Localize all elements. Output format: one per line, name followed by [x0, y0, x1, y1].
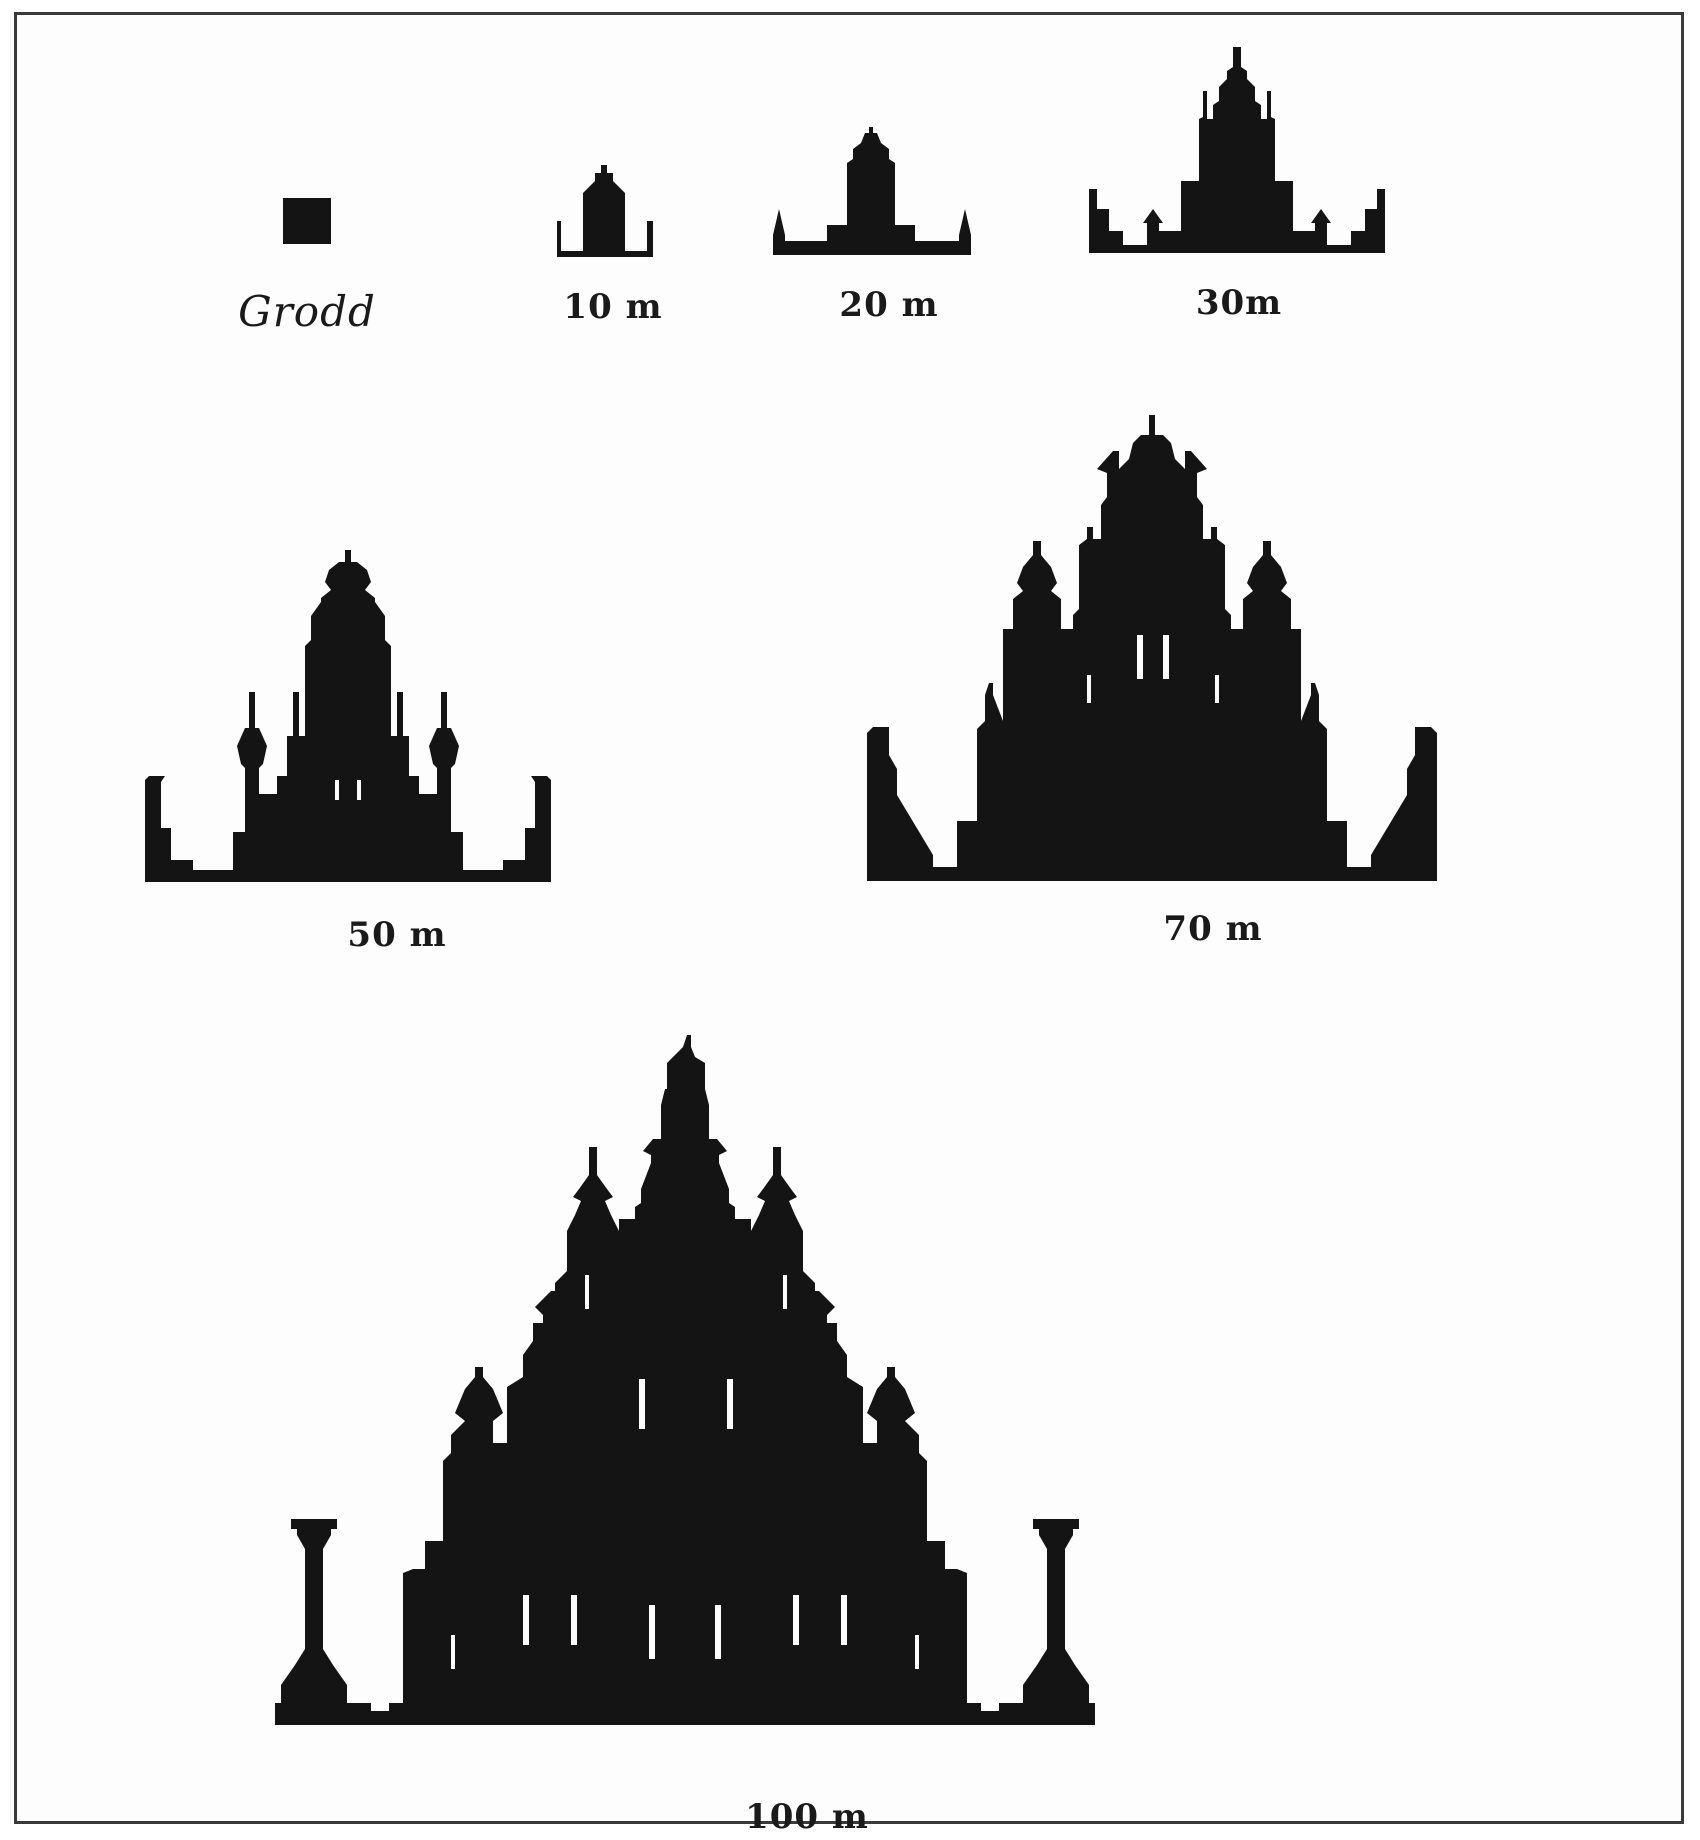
label-70m: 70 m	[1163, 909, 1263, 949]
silhouette-70m	[867, 415, 1437, 881]
silhouette-50m	[145, 550, 551, 882]
label-100m: 100 m	[745, 1797, 869, 1837]
silhouette-grodd	[283, 198, 331, 244]
label-10m: 10 m	[563, 287, 663, 327]
label-grodd: Grodd	[238, 287, 376, 336]
silhouette-30m	[1089, 47, 1385, 253]
label-50m: 50 m	[347, 915, 447, 955]
silhouette-10m	[557, 165, 653, 257]
silhouette-100m	[275, 1035, 1095, 1725]
label-20m: 20 m	[839, 285, 939, 325]
silhouette-20m	[773, 127, 971, 255]
figure-frame: Grodd 10 m 20 m 30m 50 m 70 m	[14, 12, 1684, 1837]
label-30m: 30m	[1195, 283, 1283, 323]
